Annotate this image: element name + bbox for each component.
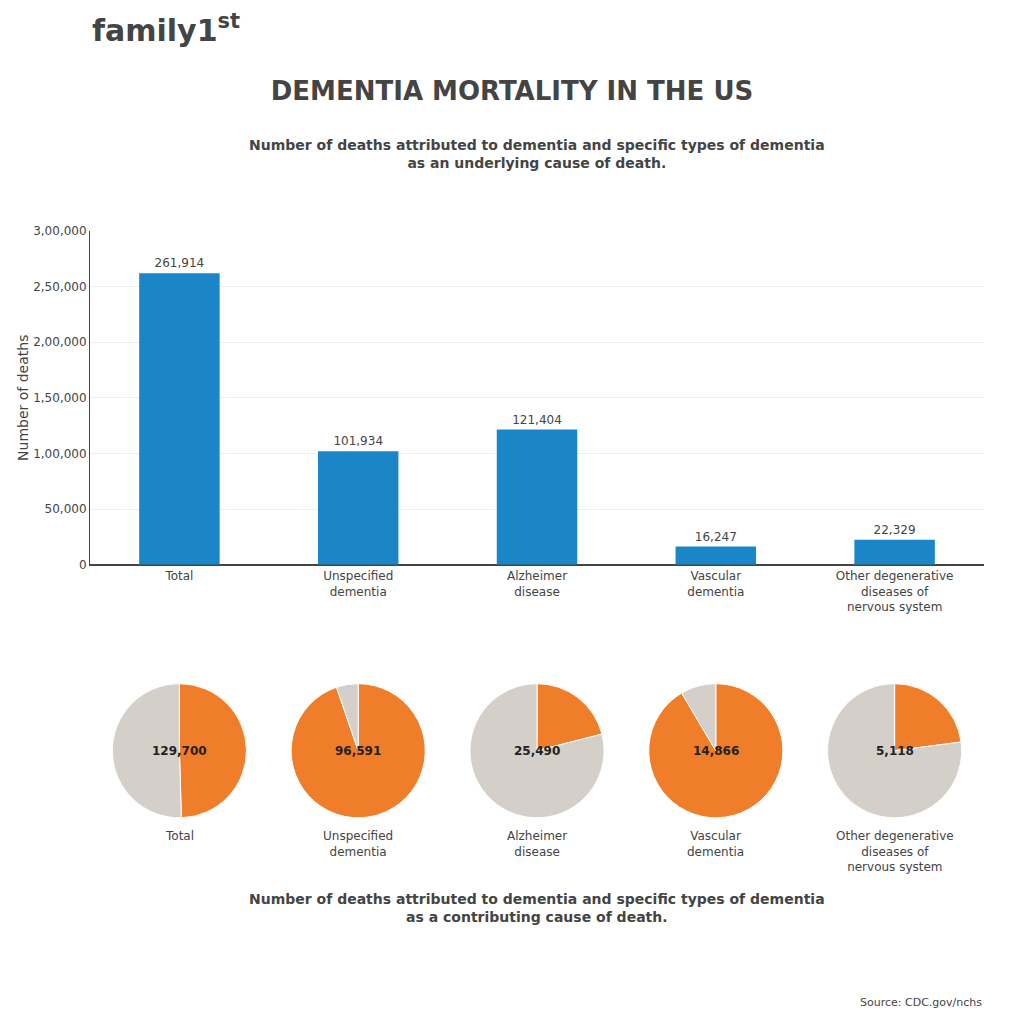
svg-text:5,118: 5,118 xyxy=(876,744,914,758)
svg-text:Alzheimerdisease: Alzheimerdisease xyxy=(507,829,567,859)
svg-text:DEMENTIA MORTALITY IN THE US: DEMENTIA MORTALITY IN THE US xyxy=(271,76,753,106)
svg-text:50,000: 50,000 xyxy=(45,502,87,516)
svg-text:Other degenerativediseases ofn: Other degenerativediseases ofnervous sys… xyxy=(836,829,954,874)
svg-text:Other degenerativediseases ofn: Other degenerativediseases ofnervous sys… xyxy=(836,569,954,614)
svg-text:Unspecifieddementia: Unspecifieddementia xyxy=(323,569,393,599)
svg-text:Alzheimerdisease: Alzheimerdisease xyxy=(507,569,567,599)
svg-text:2,00,000: 2,00,000 xyxy=(33,335,86,349)
svg-text:3,00,000: 3,00,000 xyxy=(33,224,86,238)
svg-text:129,700: 129,700 xyxy=(152,744,207,758)
svg-text:Total: Total xyxy=(165,829,194,843)
svg-text:Number of deaths attributed to: Number of deaths attributed to dementia … xyxy=(249,891,825,925)
svg-text:14,866: 14,866 xyxy=(693,744,739,758)
svg-text:25,490: 25,490 xyxy=(514,744,560,758)
svg-text:Total: Total xyxy=(164,569,193,583)
svg-text:96,591: 96,591 xyxy=(335,744,381,758)
svg-text:22,329: 22,329 xyxy=(874,523,916,537)
svg-text:1,50,000: 1,50,000 xyxy=(33,391,86,405)
svg-text:Number of deaths: Number of deaths xyxy=(15,335,31,461)
svg-text:261,914: 261,914 xyxy=(155,256,205,270)
svg-text:family1​st​: family1​st​ xyxy=(92,9,240,48)
svg-text:2,50,000: 2,50,000 xyxy=(33,280,86,294)
svg-text:Source: CDC.gov/nchs: Source: CDC.gov/nchs xyxy=(860,996,982,1009)
svg-text:0: 0 xyxy=(79,558,87,572)
svg-text:101,934: 101,934 xyxy=(333,434,383,448)
svg-text:1,00,000: 1,00,000 xyxy=(33,447,86,461)
svg-text:Number of deaths attributed to: Number of deaths attributed to dementia … xyxy=(249,137,825,171)
svg-text:Unspecifieddementia: Unspecifieddementia xyxy=(323,829,393,859)
svg-text:121,404: 121,404 xyxy=(512,413,562,427)
svg-text:16,247: 16,247 xyxy=(695,530,737,544)
svg-text:Vasculardementia: Vasculardementia xyxy=(687,569,744,599)
svg-text:Vasculardementia: Vasculardementia xyxy=(687,829,744,859)
